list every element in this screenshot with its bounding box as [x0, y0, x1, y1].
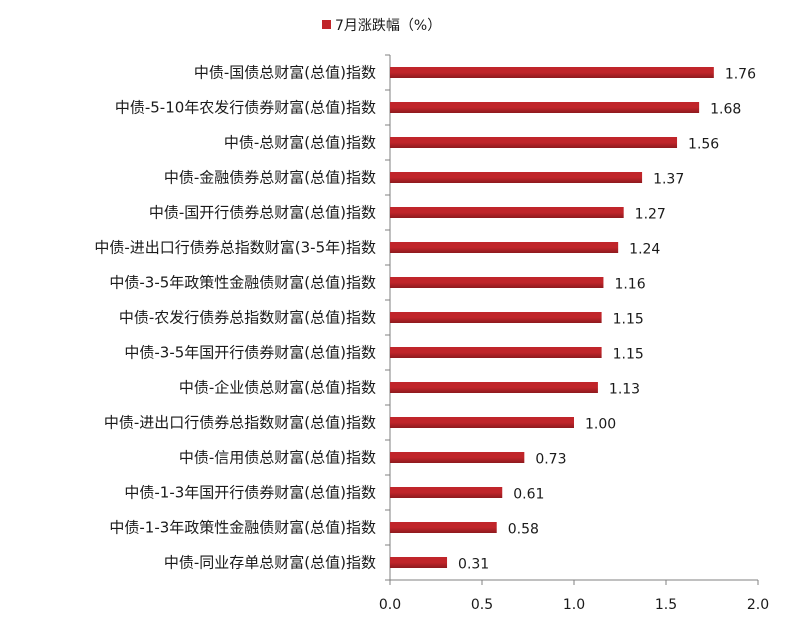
category-label: 中债-1-3年国开行债券财富(总值)指数: [124, 484, 376, 502]
data-label: 0.58: [508, 522, 539, 538]
bar: [390, 207, 624, 218]
bar: [390, 382, 598, 393]
bar: [390, 487, 503, 498]
category-label: 中债-3-5年政策性金融债财富(总值)指数: [109, 274, 376, 292]
category-label: 中债-农发行债券总指数财富(总值)指数: [119, 309, 376, 327]
data-label: 1.13: [609, 382, 640, 398]
data-label: 1.00: [585, 417, 616, 433]
data-label: 0.61: [513, 487, 544, 503]
legend-label: 7月涨跌幅（%）: [335, 18, 441, 34]
plot-area: 0.0 0.5 1.0 1.5 2.0 中债-国债总财富(总值)指数 1.76 中债-5-10…: [94, 54, 769, 613]
category-label: 中债-金融债券总财富(总值)指数: [164, 169, 376, 187]
category-label: 中债-同业存单总财富(总值)指数: [164, 554, 376, 572]
category-label: 中债-企业债总财富(总值)指数: [179, 379, 376, 397]
bar: [390, 67, 714, 78]
x-tick-label: 1.5: [655, 597, 677, 613]
data-label: 1.15: [613, 347, 644, 363]
bar: [390, 312, 602, 323]
data-label: 0.73: [535, 452, 566, 468]
data-label: 1.56: [688, 137, 719, 153]
bar: [390, 522, 497, 533]
category-label: 中债-1-3年政策性金融债财富(总值)指数: [109, 519, 376, 537]
x-tick-label: 1.0: [563, 597, 585, 613]
category-label: 中债-进出口行债券总指数财富(总值)指数: [104, 414, 376, 432]
legend: 7月涨跌幅（%）: [322, 18, 441, 34]
category-label: 中债-5-10年农发行债券财富(总值)指数: [115, 99, 376, 117]
category-label: 中债-国债总财富(总值)指数: [194, 64, 376, 82]
data-label: 1.16: [614, 277, 645, 293]
bar: [390, 452, 525, 463]
category-label: 中债-国开行债券总财富(总值)指数: [149, 204, 376, 222]
x-tick-label: 0.0: [379, 597, 401, 613]
category-label: 中债-总财富(总值)指数: [224, 134, 376, 152]
bar: [390, 137, 678, 148]
bar: [390, 102, 700, 113]
bar: [390, 172, 643, 183]
bar: [390, 277, 604, 288]
category-label: 中债-3-5年国开行债券财富(总值)指数: [124, 344, 376, 362]
data-label: 1.37: [653, 172, 684, 188]
data-label: 0.31: [458, 557, 489, 573]
bar: [390, 242, 619, 253]
data-label: 1.68: [710, 102, 741, 118]
data-label: 1.76: [725, 67, 756, 83]
legend-swatch: [322, 20, 331, 29]
x-tick-label: 0.5: [471, 597, 493, 613]
bar: [390, 417, 574, 428]
category-label: 中债-信用债总财富(总值)指数: [179, 449, 376, 467]
data-label: 1.24: [629, 242, 660, 258]
bar: [390, 557, 448, 568]
x-tick-label: 2.0: [747, 597, 769, 613]
data-label: 1.27: [635, 207, 666, 223]
data-label: 1.15: [613, 312, 644, 328]
category-label: 中债-进出口行债券总指数财富(3-5年)指数: [94, 239, 376, 257]
bar: [390, 347, 602, 358]
